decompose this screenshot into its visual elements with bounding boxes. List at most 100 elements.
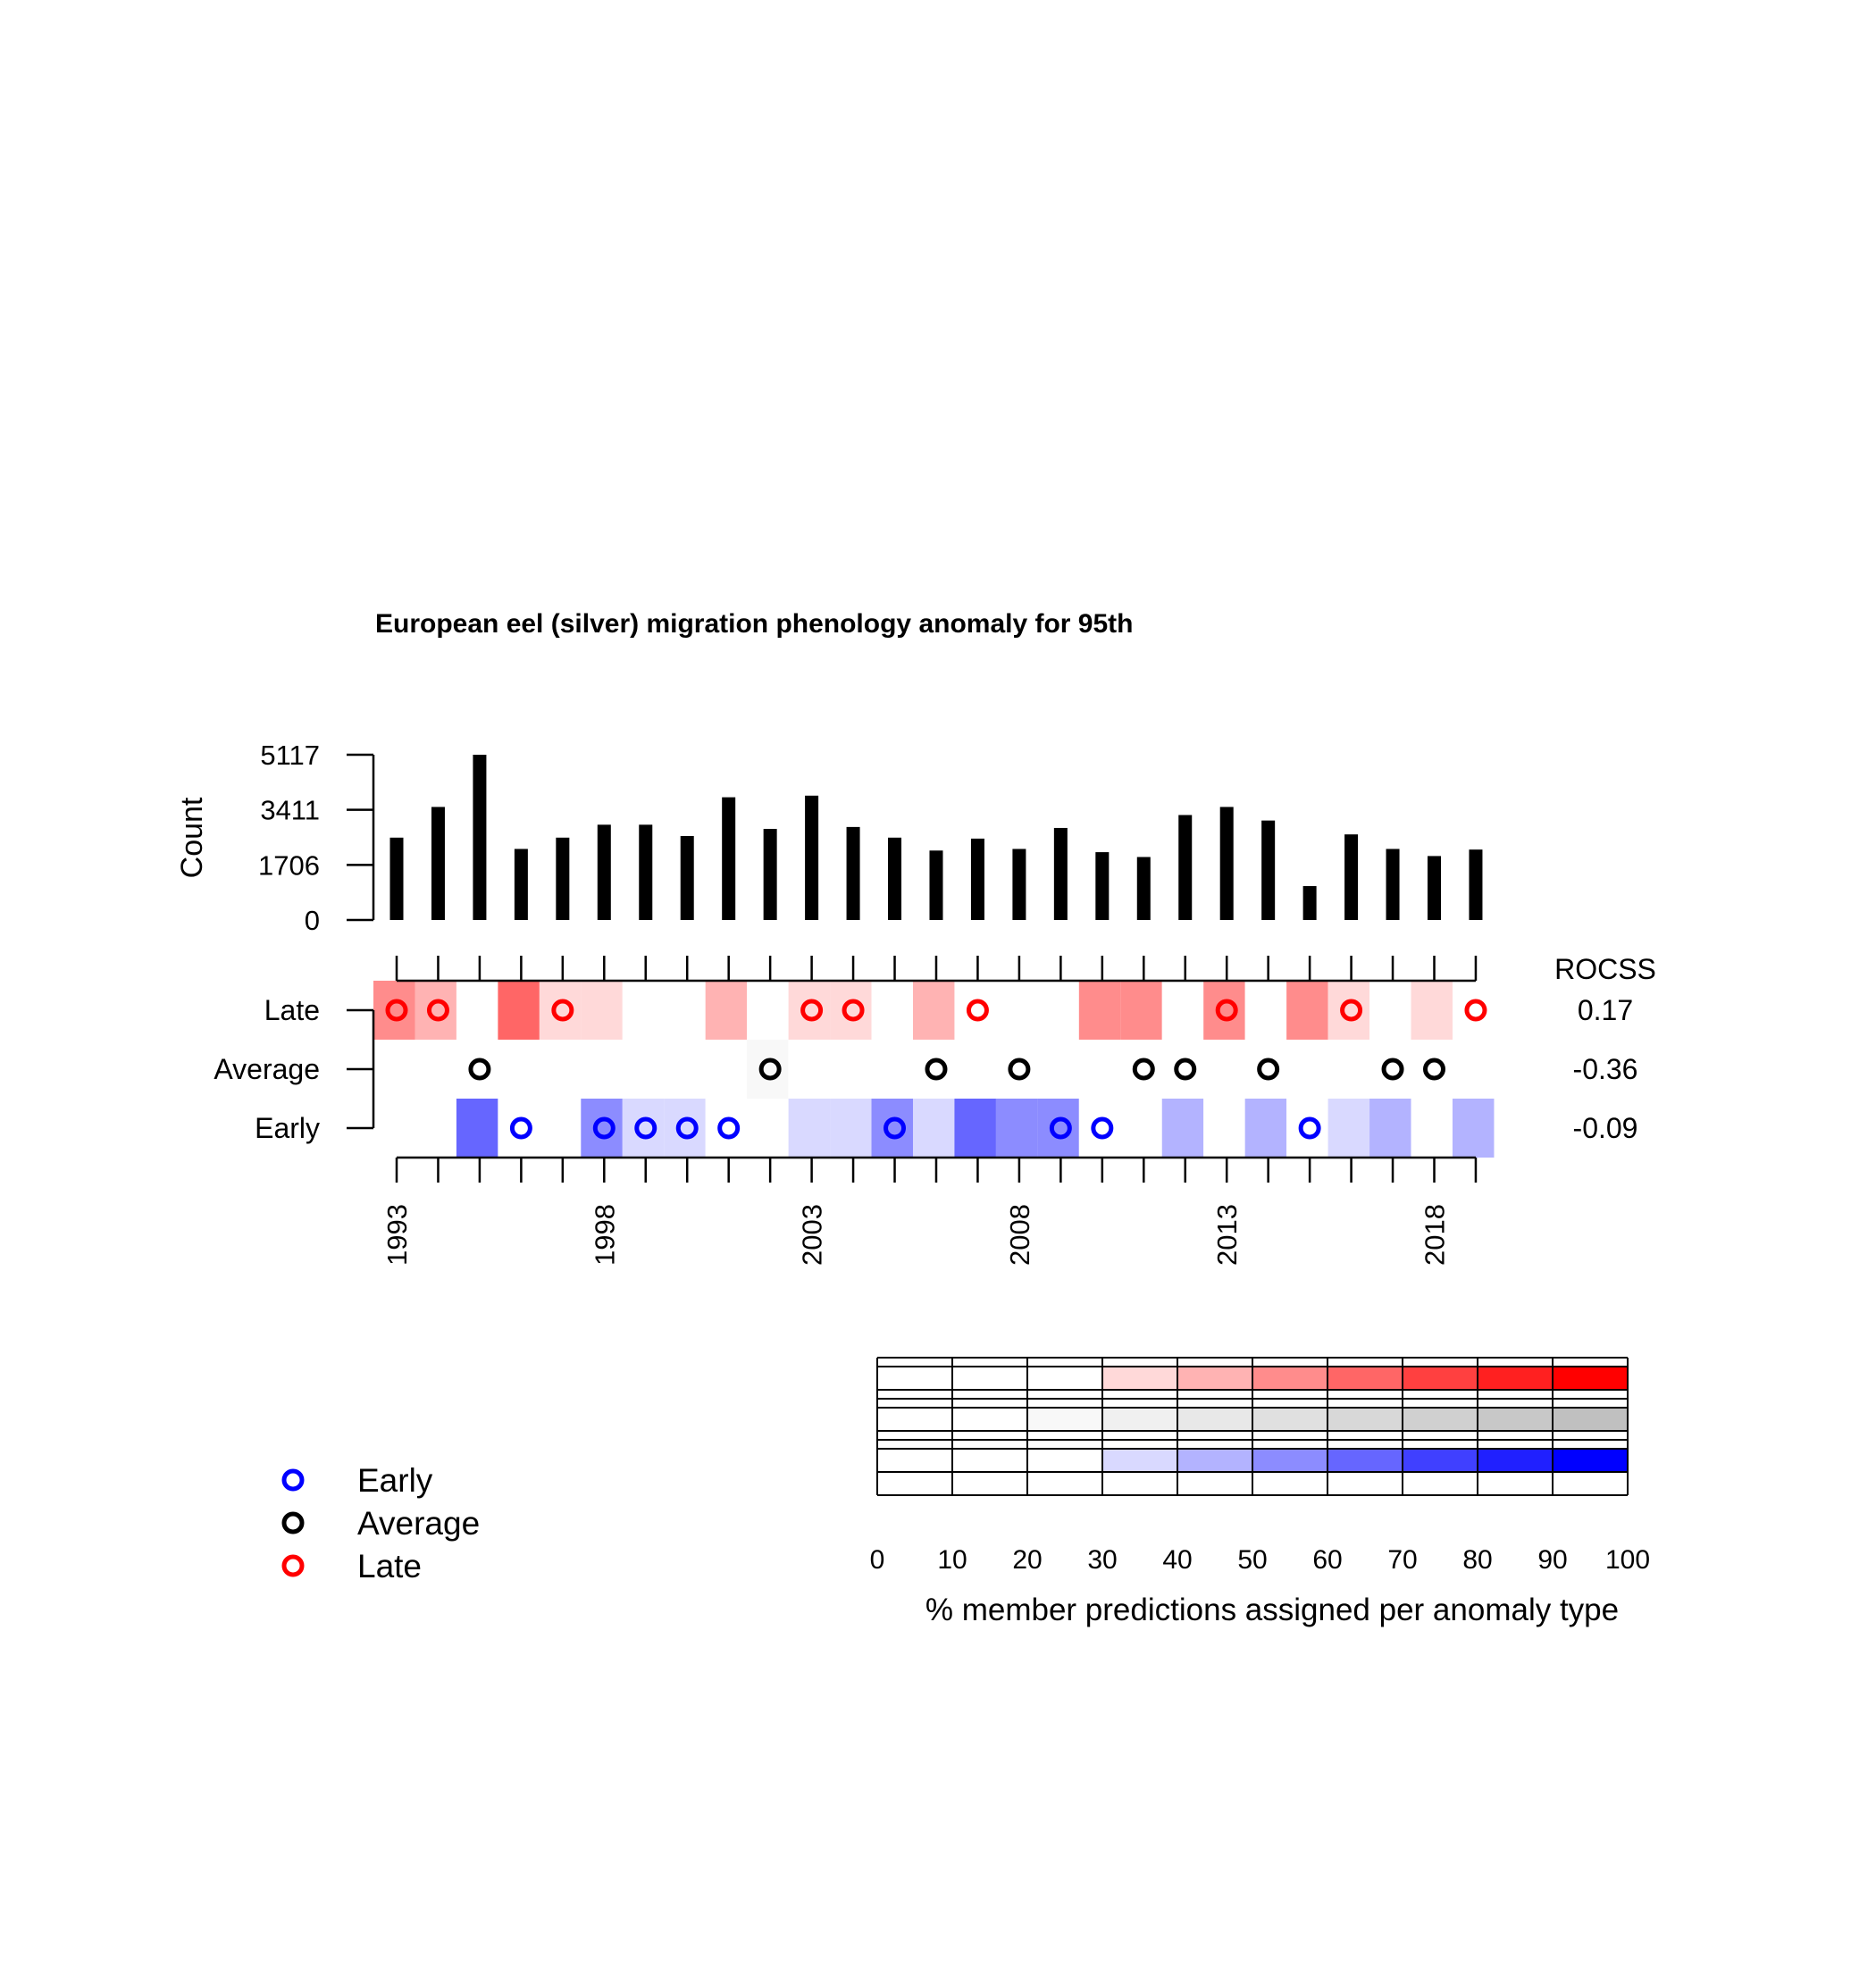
category-label: Late	[264, 994, 320, 1026]
heat-cell-late	[498, 981, 540, 1040]
colorbar-tick-label: 90	[1537, 1545, 1567, 1575]
heat-cell-early	[498, 1099, 540, 1158]
heat-cell-early	[705, 1099, 748, 1158]
year-tick-label: 2008	[1004, 1204, 1035, 1266]
count-bar	[1219, 807, 1234, 920]
count-bar	[888, 837, 902, 920]
colorbar-average-cell	[1252, 1408, 1327, 1431]
colorbar-tick-label: 80	[1462, 1545, 1492, 1575]
count-bar	[1469, 849, 1483, 920]
heat-cell-late	[1203, 981, 1245, 1040]
chart-title: European eel (silver) migration phenolog…	[375, 609, 1134, 639]
colorbar-tick-label: 20	[1012, 1545, 1042, 1575]
observed-marker-early	[675, 1116, 699, 1140]
heat-cell-early	[622, 1099, 665, 1158]
heat-cell-early	[1411, 1099, 1453, 1158]
colorbar-late-cell	[1553, 1367, 1628, 1390]
heat-cell-early	[373, 1099, 415, 1158]
heat-cell-average	[581, 1040, 623, 1099]
heat-cell-average	[1286, 1040, 1328, 1099]
legend-label: Late	[357, 1548, 422, 1585]
count-bar	[1178, 815, 1193, 920]
heat-cell-average	[1244, 1040, 1287, 1099]
heat-cell-late	[1286, 981, 1328, 1040]
heat-cell-late	[1369, 981, 1411, 1040]
heat-cell-late	[1452, 981, 1495, 1040]
year-tick-label: 2013	[1211, 1204, 1243, 1266]
heat-cell-late	[788, 981, 831, 1040]
colorbar-early-cell	[1478, 1449, 1553, 1472]
heat-cell-late	[1411, 981, 1453, 1040]
heat-cell-early	[830, 1099, 872, 1158]
heat-cell-average	[912, 1040, 955, 1099]
rocss-header: ROCSS	[1554, 953, 1656, 985]
category-label: Average	[214, 1053, 320, 1085]
heat-cell-early	[1161, 1099, 1204, 1158]
heat-cell-early	[995, 1099, 1038, 1158]
heat-cell-late	[912, 981, 955, 1040]
heat-cell-early	[539, 1099, 582, 1158]
heat-cell-late	[747, 981, 789, 1040]
year-tick-label: 1998	[589, 1204, 620, 1266]
count-bar	[1344, 834, 1359, 920]
observed-marker-late	[385, 999, 408, 1022]
observed-marker-average	[1132, 1058, 1155, 1081]
heat-cell-early	[456, 1099, 498, 1158]
colorbar-average-cell	[1102, 1408, 1177, 1431]
heat-cell-average	[1369, 1040, 1411, 1099]
colorbar-late-cell	[1327, 1367, 1403, 1390]
heat-cell-average	[1203, 1040, 1245, 1099]
year-tick-label: 2018	[1420, 1204, 1451, 1266]
heat-cell-late	[1327, 981, 1370, 1040]
observed-marker-late	[1340, 999, 1363, 1022]
colorbar-early-cell	[1252, 1449, 1327, 1472]
colorbar-average-cell	[1177, 1408, 1252, 1431]
count-bar	[514, 849, 528, 920]
heat-cell-average	[830, 1040, 872, 1099]
legend-label: Average	[357, 1505, 480, 1542]
legend: Early Average Late	[281, 1462, 480, 1585]
colorbar-tick-label: 40	[1162, 1545, 1192, 1575]
heat-cell-late	[456, 981, 498, 1040]
y-tick-label: 1706	[258, 849, 320, 881]
colorbar-late-cell	[1102, 1367, 1177, 1390]
rocss-value: 0.17	[1578, 994, 1633, 1026]
heat-cell-late	[415, 981, 456, 1040]
count-bar	[722, 797, 736, 920]
count-bar	[1302, 886, 1317, 920]
count-bar	[1095, 852, 1110, 920]
colorbar-average-cell	[1478, 1408, 1553, 1431]
colorbar-label: % member predictions assigned per anomal…	[925, 1593, 1619, 1627]
observed-marker-late	[1464, 999, 1487, 1022]
observed-marker-late	[966, 999, 989, 1022]
heat-cell-average	[664, 1040, 706, 1099]
observed-marker-late	[426, 999, 449, 1022]
heat-cell-late	[995, 981, 1038, 1040]
heat-cell-early	[871, 1099, 914, 1158]
count-bar	[970, 838, 984, 920]
observed-marker-late	[842, 999, 865, 1022]
colorbar-average-cell	[1553, 1408, 1628, 1431]
rocss-value: -0.36	[1573, 1053, 1638, 1085]
heat-cell-average	[1161, 1040, 1204, 1099]
count-bar	[1261, 820, 1276, 920]
rocss-value: -0.09	[1573, 1112, 1638, 1144]
heat-cell-early	[788, 1099, 831, 1158]
count-bar	[556, 837, 570, 920]
observed-marker-average	[925, 1058, 948, 1081]
category-label: Early	[255, 1112, 320, 1144]
colorbar: 0 10 20 30 40 50 60 70 80 90 100	[870, 1357, 1650, 1575]
count-bar	[1136, 857, 1151, 920]
heat-cell-average	[456, 1040, 498, 1099]
colorbar-early-cell	[1177, 1449, 1252, 1472]
colorbar-late-cell	[1177, 1367, 1252, 1390]
observed-marker-late	[1215, 999, 1238, 1022]
observed-marker-early	[717, 1116, 741, 1140]
observed-marker-early	[592, 1116, 616, 1140]
heat-cell-average	[1078, 1040, 1121, 1099]
heat-cell-average	[747, 1040, 789, 1099]
heat-cell-late	[871, 981, 914, 1040]
heat-cell-early	[1203, 1099, 1245, 1158]
heat-cell-average	[1120, 1040, 1162, 1099]
count-bar	[763, 829, 777, 920]
